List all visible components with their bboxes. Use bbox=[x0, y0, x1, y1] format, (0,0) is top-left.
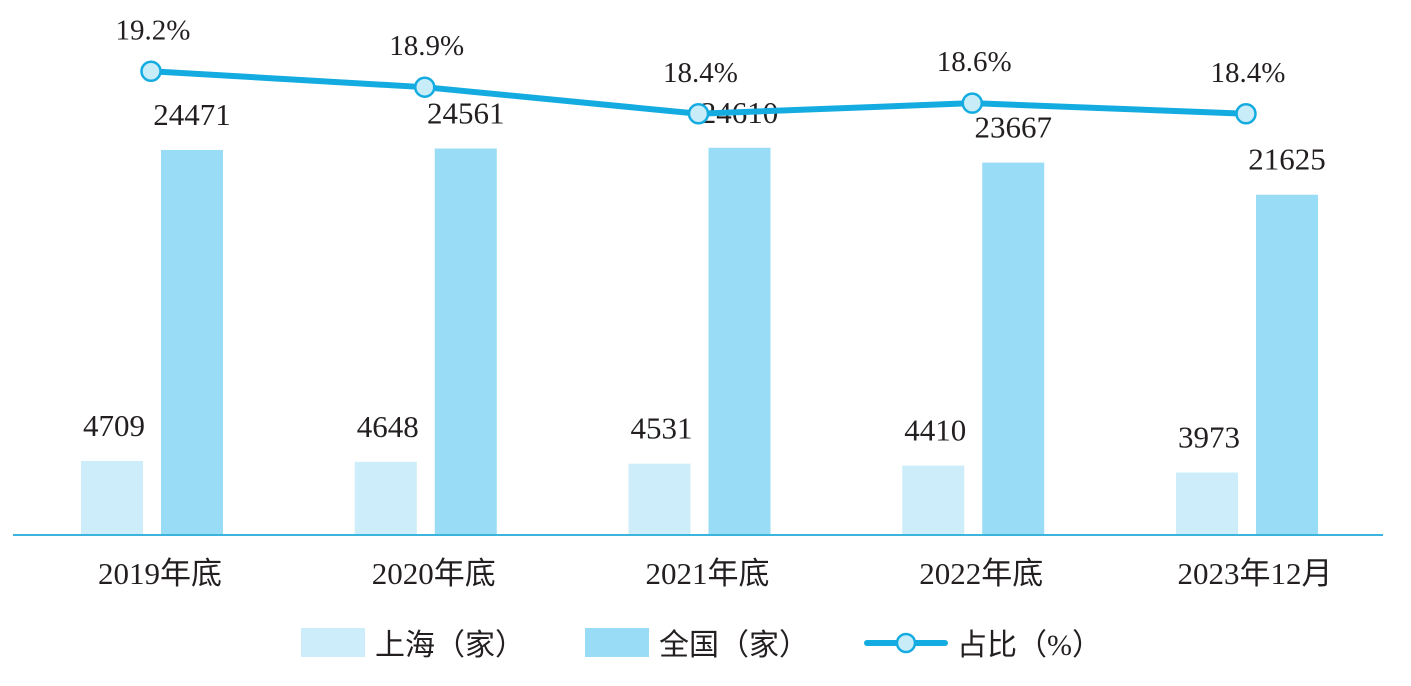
legend-swatch-shanghai bbox=[301, 628, 365, 657]
ratio-point bbox=[414, 76, 436, 98]
legend: 上海（家） 全国（家） 占比（%） bbox=[301, 628, 1102, 662]
bar-shanghai bbox=[354, 461, 417, 535]
bar-label-national: 23667 bbox=[975, 110, 1053, 145]
legend-label-ratio: 占比（%） bbox=[957, 629, 1102, 662]
bar-national bbox=[1256, 194, 1318, 536]
bar-shanghai bbox=[1176, 472, 1238, 535]
ratio-line-layer: 19.2% 18.9% 18.4% 18.6% 18.4% bbox=[116, 14, 1286, 125]
x-tick-label: 2021年底 bbox=[646, 556, 770, 591]
ratio-label: 18.6% bbox=[937, 46, 1012, 78]
ratio-point bbox=[687, 103, 710, 125]
bar-national bbox=[434, 148, 497, 535]
x-tick-label: 2023年12月 bbox=[1178, 556, 1333, 591]
bar-label-shanghai: 4531 bbox=[631, 411, 693, 446]
ratio-point bbox=[140, 60, 162, 82]
bar-label-shanghai: 3973 bbox=[1178, 419, 1240, 454]
bar-label-national: 21625 bbox=[1248, 142, 1326, 177]
legend-label-national: 全国（家） bbox=[659, 629, 809, 662]
bar-label-shanghai: 4709 bbox=[83, 408, 145, 443]
ratio-label: 18.4% bbox=[663, 57, 738, 89]
legend-swatch-national bbox=[585, 628, 649, 657]
x-tick-label: 2019年底 bbox=[98, 556, 222, 591]
bar-shanghai bbox=[902, 465, 965, 535]
bar-label-shanghai: 4410 bbox=[904, 413, 966, 448]
bar-label-national: 24471 bbox=[153, 97, 231, 132]
ratio-label: 18.4% bbox=[1211, 57, 1286, 89]
ratio-point bbox=[961, 92, 983, 114]
x-tick-label: 2020年底 bbox=[372, 556, 496, 591]
bar-national bbox=[161, 149, 223, 535]
x-tick-label: 2022年底 bbox=[919, 556, 1043, 591]
bar-shanghai bbox=[628, 463, 691, 535]
bar-shanghai bbox=[81, 460, 143, 535]
bar-national bbox=[982, 162, 1045, 536]
legend-marker-ratio bbox=[895, 632, 917, 654]
bar-national bbox=[708, 147, 771, 536]
bar-labels-layer: 4709244714648245614531246104410236673973… bbox=[83, 95, 1326, 455]
bar-label-shanghai: 4648 bbox=[357, 409, 419, 444]
bars-layer bbox=[81, 147, 1318, 536]
ratio-label: 19.2% bbox=[116, 14, 191, 46]
ratio-point bbox=[1235, 103, 1257, 125]
category-labels: 2019年底 2020年底 2021年底 2022年底 2023年12月 bbox=[98, 556, 1333, 591]
legend-label-shanghai: 上海（家） bbox=[375, 629, 525, 662]
bar-label-national: 24561 bbox=[427, 96, 505, 131]
ratio-label: 18.9% bbox=[389, 30, 464, 62]
